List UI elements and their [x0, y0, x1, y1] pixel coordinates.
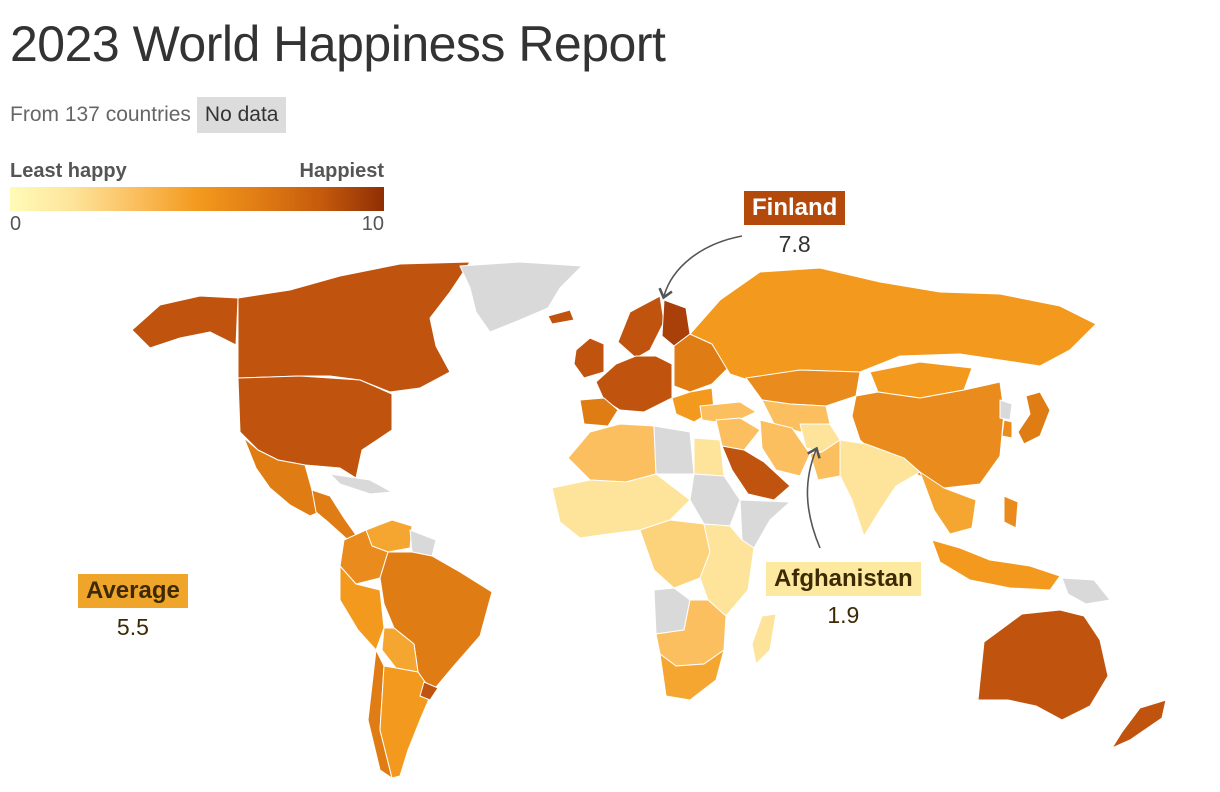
region-iran	[759, 419, 811, 477]
region-libya	[653, 425, 695, 475]
legend-labels: Least happy Happiest	[10, 160, 384, 183]
region-caribbean	[329, 473, 393, 495]
finland-callout: Finland 7.8	[744, 191, 846, 258]
region-indonesia	[931, 539, 1061, 591]
subtitle-row: From 137 countries No data	[10, 96, 287, 134]
region-north-africa	[567, 423, 657, 483]
region-alaska	[131, 295, 239, 349]
region-iberia	[579, 397, 619, 427]
region-east-africa	[699, 523, 755, 617]
region-madagascar	[751, 613, 777, 665]
region-philippines	[1003, 495, 1019, 529]
map-title: 2023 World Happiness Report	[10, 16, 666, 72]
region-india	[839, 439, 921, 537]
region-peru	[339, 565, 385, 651]
legend-gradient-bar	[10, 187, 384, 211]
region-uk-ireland	[573, 337, 605, 379]
region-horn-somalia	[739, 499, 791, 549]
region-russia	[689, 267, 1097, 385]
afghanistan-arrow	[806, 446, 821, 549]
average-label: Average	[78, 574, 188, 608]
region-argentina	[379, 665, 433, 779]
region-iceland	[547, 309, 575, 325]
region-north-korea	[999, 399, 1013, 421]
legend-right-label: Happiest	[299, 160, 384, 182]
region-greenland	[459, 261, 583, 333]
map-subtitle: From 137 countries	[10, 103, 191, 126]
finland-arrow	[658, 235, 743, 300]
region-japan	[1017, 391, 1051, 445]
region-uruguay	[419, 681, 439, 701]
legend-left-label: Least happy	[10, 160, 127, 182]
region-south-africa	[659, 649, 725, 701]
region-middle-east	[715, 417, 761, 451]
region-australia	[977, 609, 1109, 721]
color-legend: Least happy Happiest 0 10	[10, 160, 384, 236]
average-callout: Average 5.5	[78, 574, 188, 641]
region-korea	[1001, 419, 1013, 439]
region-turkey	[699, 401, 757, 425]
region-new-zealand	[1111, 699, 1167, 749]
region-saudi-arabia	[721, 445, 791, 501]
legend-max-tick: 10	[361, 213, 384, 235]
afghanistan-label: Afghanistan	[766, 562, 921, 596]
region-egypt	[693, 437, 725, 477]
region-scandinavia	[617, 295, 665, 359]
average-value: 5.5	[116, 614, 149, 640]
region-central-america	[311, 489, 357, 541]
no-data-legend-chip: No data	[196, 97, 287, 133]
region-png	[1061, 577, 1111, 605]
region-canada	[237, 261, 471, 393]
region-central-africa	[639, 519, 711, 589]
legend-ticks: 0 10	[10, 213, 384, 236]
legend-min-tick: 0	[10, 213, 22, 235]
finland-value: 7.8	[778, 231, 811, 257]
region-sudan	[689, 473, 741, 527]
region-se-asia	[919, 471, 977, 535]
finland-label: Finland	[744, 191, 846, 225]
afghanistan-callout: Afghanistan 1.9	[766, 562, 921, 629]
afghanistan-value: 1.9	[827, 602, 860, 628]
